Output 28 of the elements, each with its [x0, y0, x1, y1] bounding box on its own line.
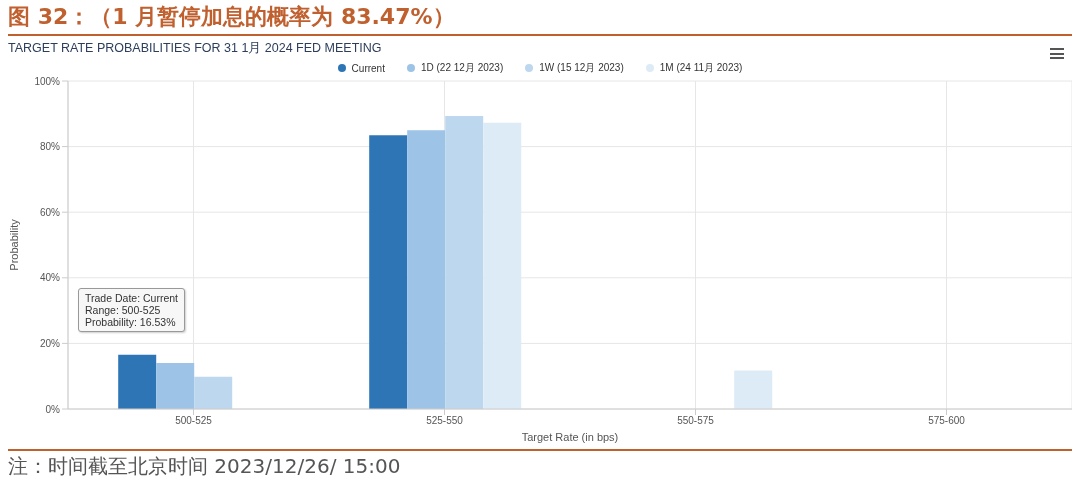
bar: [194, 376, 233, 409]
bar: [734, 370, 773, 409]
bar: [483, 122, 522, 409]
text: 注：时间截至北京时间 2023/12/26/ 15:00: [8, 453, 402, 480]
x-axis-title: Target Rate (in bps): [521, 431, 619, 443]
y-tick-label: 60%: [39, 206, 61, 218]
y-tick-label: 20%: [39, 337, 61, 349]
legend-label: 1D (22 12月 2023): [419, 61, 504, 75]
x-tick-label: 575-600: [928, 415, 966, 427]
bar: [407, 130, 446, 409]
x-tick-label: 525-550: [426, 415, 464, 427]
bar: [118, 354, 157, 409]
legend-label: 1W (15 12月 2023): [538, 61, 624, 75]
chart-subtitle: TARGET RATE PROBABILITIES FOR 31 1月 2024 FED MEETING: [8, 40, 383, 57]
y-tick-label: 80%: [39, 141, 61, 153]
annotation: Trade Date: Current Range: 500-525 Probability: 16.53%: [78, 288, 185, 332]
chart-title: 图 32：（1 月暂停加息的概率为 83.47%）: [8, 2, 1072, 36]
legend-label: Current: [350, 61, 385, 75]
bar: [369, 135, 408, 409]
bar: [445, 116, 484, 409]
x-tick-label: 550-575: [677, 415, 715, 427]
bar: [156, 363, 195, 409]
y-axis-title: Probability: [7, 218, 20, 271]
x-tick-label: 500-525: [175, 415, 213, 427]
legend-label: 1M (24 11月 2023): [658, 61, 743, 75]
y-tick-label: 0%: [45, 403, 61, 415]
y-tick-label: 100%: [34, 75, 61, 87]
y-tick-label: 40%: [39, 272, 61, 284]
